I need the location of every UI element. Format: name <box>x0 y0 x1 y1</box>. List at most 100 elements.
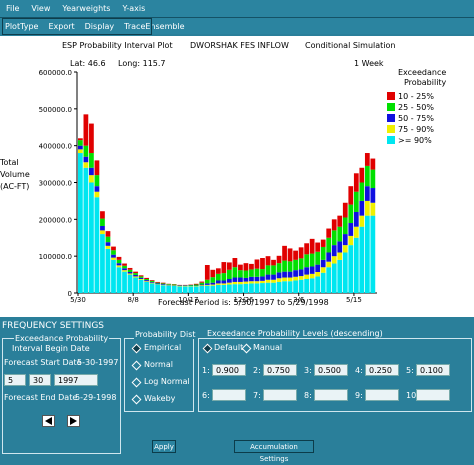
bar-segment <box>315 265 320 272</box>
prev-arrow-button[interactable] <box>42 415 55 427</box>
bar-segment <box>233 267 238 277</box>
bar-segment <box>288 261 293 271</box>
bar-segment <box>293 277 298 281</box>
bar-segment <box>260 269 265 276</box>
empirical-label: Empirical <box>144 343 181 352</box>
bar-segment <box>370 188 375 203</box>
level-field-4[interactable]: 0.250 <box>365 364 399 376</box>
apply-button[interactable]: Apply <box>152 440 176 453</box>
bar-segment <box>293 270 298 277</box>
legend-label: 25 - 50% <box>398 103 434 112</box>
bar-segment <box>111 250 116 254</box>
bar-segment <box>84 114 89 145</box>
level-field-8[interactable] <box>314 389 348 401</box>
bar-segment <box>249 264 254 270</box>
bar-segment <box>365 186 370 201</box>
bar-segment <box>332 219 337 230</box>
bar-segment <box>304 267 309 274</box>
legend-swatch <box>387 125 395 133</box>
left-arrow-icon <box>43 416 54 426</box>
menu-file[interactable]: File <box>0 4 25 13</box>
bar-segment <box>348 205 353 223</box>
bar-segment <box>139 279 144 280</box>
bar-segment <box>144 281 149 282</box>
bar-segment <box>188 285 193 286</box>
bar-segment <box>359 227 364 293</box>
day-field[interactable]: 30 <box>29 374 51 386</box>
menu-view[interactable]: View <box>25 4 56 13</box>
menu-yearweights[interactable]: Yearweights <box>56 4 116 13</box>
bar-segment <box>315 272 320 276</box>
bar-segment <box>122 268 127 270</box>
bar-segment <box>244 271 249 278</box>
bar-segment <box>161 284 166 285</box>
bar-segment <box>233 282 238 284</box>
bar-segment <box>244 278 249 282</box>
bar-segment <box>216 285 221 293</box>
bar-segment <box>155 285 160 293</box>
bar-segment <box>139 275 144 276</box>
bar-segment <box>150 282 155 283</box>
bar-segment <box>370 216 375 293</box>
bar-segment <box>117 260 122 263</box>
bar-segment <box>326 252 331 261</box>
level-field-3[interactable]: 0.500 <box>314 364 348 376</box>
bar-segment <box>315 252 320 265</box>
bar-segment <box>271 275 276 280</box>
level-field-7[interactable] <box>263 389 297 401</box>
bar-segment <box>249 281 254 283</box>
month-field[interactable]: 5 <box>4 374 26 386</box>
forecast-start-value: 5-30-1997 <box>77 358 118 367</box>
bar-segment <box>310 266 315 273</box>
year-field[interactable]: 1997 <box>54 374 98 386</box>
bar-segment <box>144 282 149 293</box>
bar-segment <box>337 260 342 293</box>
level-field-10[interactable] <box>416 389 450 401</box>
toolbar-frame <box>2 18 152 35</box>
bar-segment <box>84 168 89 293</box>
bar-segment <box>255 277 260 281</box>
bar-segment <box>199 286 204 293</box>
bar-segment <box>221 280 226 283</box>
bar-segment <box>255 281 260 283</box>
level-field-5[interactable]: 0.100 <box>416 364 450 376</box>
bar-segment <box>216 283 221 284</box>
bar-segment <box>161 283 166 284</box>
bar-segment <box>216 274 221 281</box>
bar-segment <box>95 175 100 186</box>
bar-segment <box>133 272 138 273</box>
bar-segment <box>78 153 83 293</box>
bar-segment <box>370 170 375 188</box>
bar-segment <box>266 265 271 274</box>
bar-segment <box>106 237 111 243</box>
legend-label: 50 - 75% <box>398 114 434 123</box>
level-field-1[interactable]: 0.900 <box>212 364 246 376</box>
next-arrow-button[interactable] <box>67 415 80 427</box>
level-number-label: 5: <box>406 366 414 375</box>
bar-segment <box>111 247 116 251</box>
bar-segment <box>78 140 83 146</box>
accumulation-settings-button[interactable]: Accumulation Settings <box>234 440 314 453</box>
bar-segment <box>227 285 232 293</box>
bar-segment <box>370 159 375 170</box>
bar-segment <box>117 267 122 293</box>
bar-segment <box>282 278 287 282</box>
level-field-6[interactable] <box>212 389 246 401</box>
bar-segment <box>84 162 89 168</box>
menu-y-axis[interactable]: Y-axis <box>116 4 151 13</box>
bar-segment <box>150 283 155 284</box>
y-tick-label: 400000.0 <box>39 143 72 151</box>
probability-dist-title: Probability Dist <box>134 330 197 339</box>
level-field-9[interactable] <box>365 389 399 401</box>
bar-segment <box>205 285 210 286</box>
bar-segment <box>249 283 254 293</box>
bar-segment <box>260 281 265 283</box>
bar-segment <box>271 283 276 293</box>
y-tick-label: 600000.0 <box>39 69 72 77</box>
legend-swatch <box>387 136 395 144</box>
level-field-2[interactable]: 0.750 <box>263 364 297 376</box>
legend-title-1: Exceedance <box>398 68 446 77</box>
bar-segment <box>271 280 276 283</box>
bar-segment <box>128 270 133 272</box>
levels-title: Exceedance Probability Levels (descendin… <box>206 329 384 338</box>
